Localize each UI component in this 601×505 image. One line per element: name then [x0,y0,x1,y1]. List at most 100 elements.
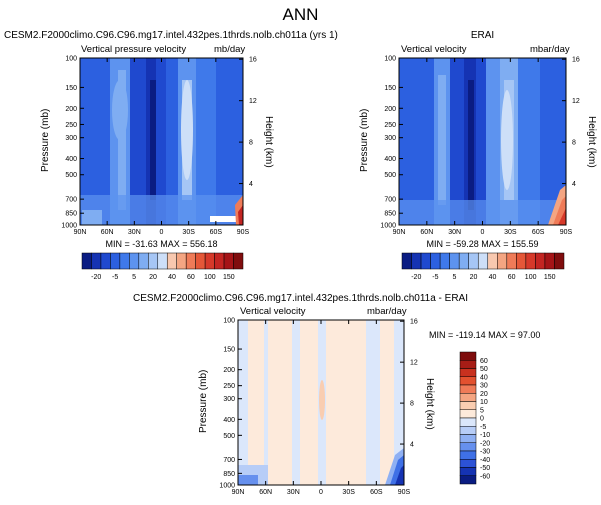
xtick-label-erai: 90S [560,229,573,236]
diff-colorbar-swatch [459,450,477,460]
colorbar-swatch [401,252,412,270]
diff-colorbar-tick-label: -40 [480,457,490,464]
xtick-label-erai: 0 [481,229,485,236]
cesm-panel-title: CESM2.F2000climo.C96.C96.mg17.intel.432p… [4,30,338,41]
diff-colorbar-tick-label: 50 [480,366,488,373]
colorbar-tick-label: 20 [470,274,478,281]
colorbar-tick-label: 5 [132,274,136,281]
y2tick-label-diff: 12 [410,360,418,367]
diff-colorbar-tick-label: -20 [480,440,490,447]
cesm-y2label: Height (km) [263,116,274,168]
diff-colorbar-swatch [459,384,477,394]
xtick-label-diff: 90N [232,489,245,496]
xtick-label-diff: 0 [319,489,323,496]
colorbar-tick-label: -5 [432,274,438,281]
diff-colorbar-tick-label: -50 [480,465,490,472]
colorbar-swatch [204,252,215,270]
diff-colorbar-swatch [459,360,477,369]
cesm-ylabel: Pressure (mb) [40,108,51,172]
diff-field [238,320,404,485]
diff-colorbar-swatch [459,434,477,443]
colorbar-swatch [81,252,92,270]
ytick-label-erai: 250 [384,122,396,129]
colorbar-swatch [535,252,546,270]
y2tick-label-diff: 8 [410,401,414,408]
diff-colorbar-tick-label: 10 [480,399,488,406]
y2tick-label-diff: 4 [410,442,414,449]
xtick-label-cesm: 30S [182,229,195,236]
xtick-label-erai: 30S [504,229,517,236]
erai-y2label: Height (km) [586,116,597,168]
diff-colorbar-tick-label: -5 [480,424,486,431]
colorbar-tick-label: 60 [508,274,516,281]
xtick-label-diff: 60S [370,489,383,496]
colorbar-swatch [430,252,441,270]
colorbar-swatch [157,252,168,270]
colorbar-swatch [468,252,479,270]
ytick-label-erai: 850 [384,211,396,218]
colorbar-swatch [176,252,187,270]
y2tick-label-cesm: 16 [249,57,257,64]
cesm-field [80,58,243,225]
ytick-label-cesm: 500 [65,172,77,179]
ytick-label-erai: 700 [384,197,396,204]
ytick-label-diff: 300 [223,396,235,403]
ytick-label-cesm: 300 [65,135,77,142]
y2tick-label-erai: 16 [572,57,580,64]
colorbar-tick-label: 40 [489,274,497,281]
ytick-label-erai: 200 [384,106,396,113]
colorbar-tick-label: -5 [112,274,118,281]
xtick-label-erai: 60S [532,229,545,236]
ytick-label-cesm: 150 [65,85,77,92]
erai-stats: MIN = -59.28 MAX = 155.59 [426,239,539,249]
erai-title: ERAI [470,30,495,41]
colorbar-swatch [166,252,177,270]
ytick-label-diff: 200 [223,367,235,374]
ytick-label-erai: 150 [384,85,396,92]
colorbar-swatch [148,252,159,270]
colorbar-swatch [129,252,140,270]
diff-colorbar-swatch [459,459,477,468]
diff-colorbar-swatch [459,393,477,402]
ytick-label-diff: 250 [223,383,235,390]
xtick-label-diff: 60N [259,489,272,496]
y2tick-label-diff: 16 [410,319,418,326]
diff-colorbar-swatch [459,368,477,377]
diff-colorbar-swatch [459,417,477,427]
y2tick-label-cesm: 12 [249,98,257,105]
colorbar-swatch [411,252,422,270]
colorbar-swatch [506,252,517,270]
colorbar-swatch [110,252,121,270]
colorbar-swatch [439,252,450,270]
colorbar-swatch [138,252,149,270]
colorbar-swatch [554,252,565,270]
colorbar-tick-label: -20 [91,274,101,281]
xtick-label-erai: 60N [420,229,433,236]
ytick-label-diff: 400 [223,417,235,424]
xtick-label-cesm: 90S [237,229,250,236]
ytick-label-erai: 1000 [380,223,396,230]
xtick-label-cesm: 30N [128,229,141,236]
diff-colorbar-tick-label: 60 [480,358,488,365]
diff-colorbar-swatch [459,401,477,410]
diff-y2label: Height (km) [424,378,435,430]
ytick-label-cesm: 1000 [61,223,77,230]
ytick-label-cesm: 100 [65,56,77,63]
colorbar-tick-label: 5 [452,274,456,281]
colorbar-swatch [100,252,111,270]
ytick-label-diff: 150 [223,347,235,354]
colorbar-swatch [516,252,527,270]
colorbar-swatch [477,252,489,270]
colorbar-swatch [458,252,469,270]
colorbar-swatch [420,252,431,270]
colorbar-tick-label: 100 [525,274,537,281]
ytick-label-diff: 1000 [219,483,235,490]
diff-ylabel: Pressure (mb) [198,369,209,433]
xtick-label-cesm: 60N [101,229,114,236]
ytick-label-cesm: 250 [65,122,77,129]
diff-colorbar-tick-label: 30 [480,383,488,390]
diff-colorbar-tick-label: 40 [480,374,488,381]
ytick-label-diff: 850 [223,471,235,478]
colorbar-swatch [185,252,196,270]
